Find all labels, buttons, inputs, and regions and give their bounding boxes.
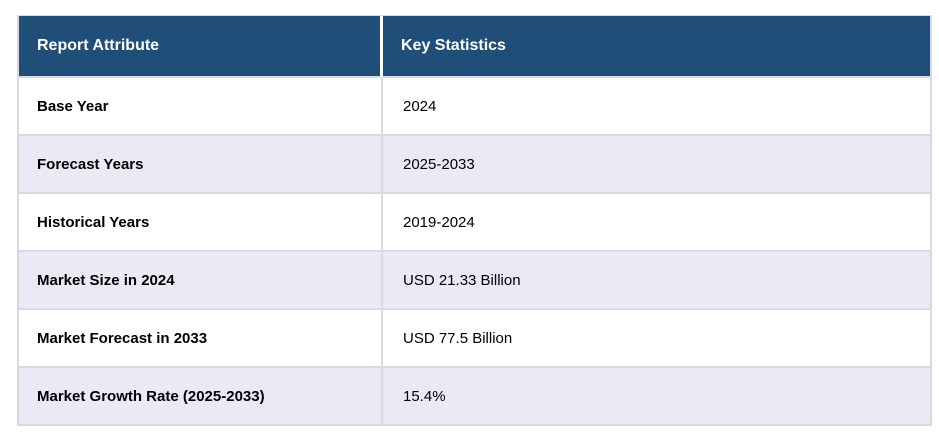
attribute-cell: Market Forecast in 2033 <box>19 310 383 368</box>
statistic-cell: 2019-2024 <box>383 194 930 252</box>
column-header-report-attribute: Report Attribute <box>19 16 383 78</box>
column-header-key-statistics: Key Statistics <box>383 16 930 78</box>
attribute-cell: Forecast Years <box>19 136 383 194</box>
table-row-base-year: Base Year 2024 <box>19 78 930 136</box>
attribute-cell: Historical Years <box>19 194 383 252</box>
statistic-cell: 2025-2033 <box>383 136 930 194</box>
table-row-market-size: Market Size in 2024 USD 21.33 Billion <box>19 252 930 310</box>
attribute-cell: Market Growth Rate (2025-2033) <box>19 368 383 426</box>
statistic-cell: 15.4% <box>383 368 930 426</box>
table-row-historical-years: Historical Years 2019-2024 <box>19 194 930 252</box>
statistic-cell: 2024 <box>383 78 930 136</box>
statistic-cell: USD 21.33 Billion <box>383 252 930 310</box>
table-row-growth-rate: Market Growth Rate (2025-2033) 15.4% <box>19 368 930 426</box>
report-statistics-table: Report Attribute Key Statistics Base Yea… <box>17 15 932 426</box>
table-row-forecast-years: Forecast Years 2025-2033 <box>19 136 930 194</box>
attribute-cell: Market Size in 2024 <box>19 252 383 310</box>
statistic-cell: USD 77.5 Billion <box>383 310 930 368</box>
report-statistics-table-container: Report Attribute Key Statistics Base Yea… <box>17 15 932 426</box>
table-header-row: Report Attribute Key Statistics <box>19 16 930 78</box>
table-row-market-forecast: Market Forecast in 2033 USD 77.5 Billion <box>19 310 930 368</box>
attribute-cell: Base Year <box>19 78 383 136</box>
